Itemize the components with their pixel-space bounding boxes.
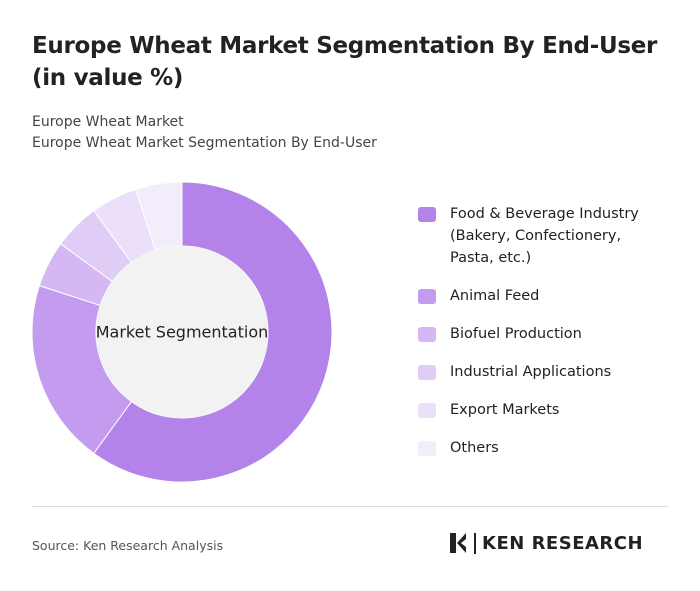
subtitle: Europe Wheat Market Segmentation By End-… bbox=[32, 135, 377, 151]
chart-title: Europe Wheat Market Segmentation By End-… bbox=[32, 33, 658, 91]
logo: KEN RESEARCH bbox=[448, 531, 643, 555]
source: Source: Ken Research Analysis bbox=[32, 538, 224, 553]
logo-icon bbox=[450, 533, 466, 553]
legend: Food & Beverage Industry (Bakery, Confec… bbox=[418, 203, 668, 475]
legend-item: Industrial Applications bbox=[418, 361, 668, 383]
legend-label: Food & Beverage Industry (Bakery, Confec… bbox=[450, 206, 639, 266]
legend-swatch bbox=[418, 441, 436, 456]
legend-item: Animal Feed bbox=[418, 285, 668, 307]
legend-item: Biofuel Production bbox=[418, 323, 668, 345]
legend-swatch bbox=[418, 365, 436, 380]
divider bbox=[32, 506, 668, 507]
legend-item: Others bbox=[418, 437, 668, 459]
logo-text: KEN RESEARCH bbox=[474, 532, 643, 554]
legend-item: Export Markets bbox=[418, 399, 668, 421]
center-label: Market Segmentation bbox=[96, 323, 269, 342]
legend-label: Animal Feed bbox=[450, 288, 540, 304]
legend-swatch bbox=[418, 289, 436, 304]
subtitle: Europe Wheat Market bbox=[32, 114, 184, 130]
donut-hole bbox=[96, 246, 268, 418]
legend-label: Export Markets bbox=[450, 402, 560, 418]
legend-swatch bbox=[418, 207, 436, 222]
legend-swatch bbox=[418, 327, 436, 342]
legend-label: Others bbox=[450, 440, 499, 456]
legend-label: Industrial Applications bbox=[450, 364, 612, 380]
legend-label: Biofuel Production bbox=[450, 326, 582, 342]
legend-item: Food & Beverage Industry (Bakery, Confec… bbox=[418, 203, 668, 269]
legend-swatch bbox=[418, 403, 436, 418]
chart: Market Segmentation bbox=[31, 181, 333, 483]
